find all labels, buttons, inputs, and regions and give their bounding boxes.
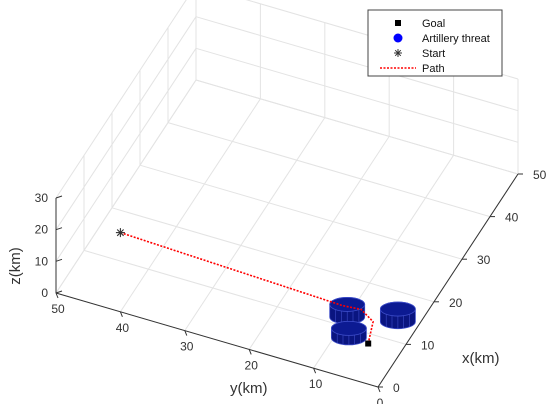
- x-tick-label: 10: [421, 338, 435, 352]
- x-axis-line: [377, 173, 519, 388]
- threat-cylinder-top: [330, 320, 367, 336]
- x-tick-label: 40: [505, 211, 519, 225]
- y-tick-mark: [313, 368, 317, 374]
- path-line: [120, 231, 374, 344]
- start-marker-stroke: [116, 229, 124, 237]
- artillery-threat: [329, 297, 366, 325]
- legend-box: [367, 9, 503, 77]
- legend-goal-square: [395, 20, 401, 26]
- x-tick-label: 20: [449, 296, 463, 310]
- y-tick-label: 20: [245, 358, 259, 372]
- x-tick-label: 0: [393, 381, 400, 395]
- legend-start-asterisk: [394, 49, 402, 57]
- legend-label: Artillery threat: [422, 33, 490, 45]
- floor-grid-line: [111, 207, 435, 303]
- y-tick-label: 10: [309, 377, 323, 391]
- floor-grid-line: [139, 164, 463, 260]
- z-tick-mark: [55, 227, 63, 231]
- x-tick-label: 30: [477, 253, 491, 267]
- threat-cylinder-top: [329, 297, 366, 312]
- path-layer: [120, 231, 374, 344]
- side-wall-grid-line: [55, 0, 187, 199]
- marker-layer: [115, 228, 372, 347]
- z-tick-label: 30: [35, 191, 49, 205]
- z-tick-mark: [55, 195, 63, 199]
- y-axis-line: [55, 292, 379, 388]
- side-wall-grid-line: [55, 79, 197, 294]
- x-tick-label: 50: [533, 168, 547, 182]
- legend-items: Goal Artillery threat Start Path: [380, 18, 490, 75]
- z-tick-label: 0: [41, 286, 48, 300]
- threat-cylinder-top: [379, 301, 416, 317]
- legend-label: Goal: [422, 18, 445, 30]
- z-axis-label: z(km): [7, 247, 24, 285]
- y-tick-label: 0: [377, 396, 384, 404]
- goal-marker: [365, 340, 372, 347]
- floor-grid-line: [248, 136, 390, 350]
- back-wall-grid-line: [195, 47, 519, 143]
- back-wall-grid-line: [195, 16, 519, 112]
- artillery-threat: [330, 320, 367, 346]
- back-wall-grid-line: [195, 79, 519, 175]
- artillery-threat: [379, 301, 416, 330]
- y-tick-mark: [184, 330, 188, 336]
- legend-label: Start: [422, 48, 445, 60]
- axis-layer: [55, 173, 519, 388]
- z-tick-mark: [55, 258, 63, 262]
- floor-grid-line: [119, 98, 261, 313]
- side-wall-grid-line: [55, 48, 197, 262]
- y-tick-label: 50: [51, 302, 65, 316]
- y-tick-label: 40: [116, 321, 130, 335]
- legend-label: Path: [422, 63, 445, 75]
- floor-grid-line: [184, 117, 326, 331]
- legend-threat-circle: [393, 33, 403, 43]
- y-tick-mark: [377, 386, 381, 393]
- threat-layer: [329, 297, 416, 346]
- x-axis-label: x(km): [462, 350, 500, 367]
- z-tick-label: 10: [35, 254, 49, 268]
- z-tick-mark: [55, 290, 63, 294]
- legend: Goal Artillery threat Start Path: [367, 9, 503, 77]
- z-tick-label: 20: [35, 223, 49, 237]
- y-axis-label: y(km): [230, 380, 268, 397]
- floor-grid-line: [167, 122, 491, 218]
- y-tick-mark: [119, 311, 123, 317]
- y-tick-mark: [55, 292, 59, 299]
- y-tick-label: 30: [180, 340, 194, 354]
- y-tick-mark: [248, 349, 252, 355]
- side-wall-grid-line: [55, 16, 197, 230]
